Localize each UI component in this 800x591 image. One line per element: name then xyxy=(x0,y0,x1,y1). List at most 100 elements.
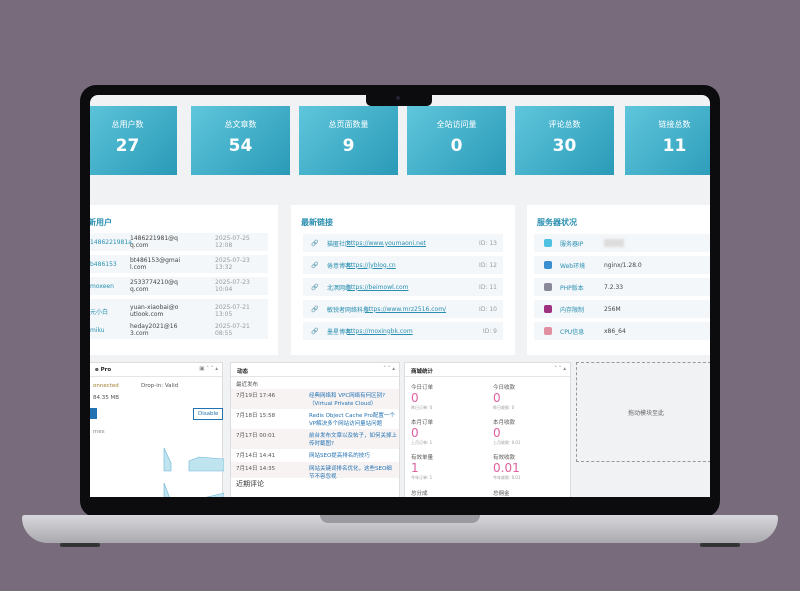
user-name[interactable]: b486153 xyxy=(90,260,117,268)
stat-sub: 昨日订单: 0 xyxy=(411,405,433,410)
link-icon: 🔗 xyxy=(311,283,319,291)
stat-sub: 昨日收款: 0 xyxy=(493,405,515,410)
link-row[interactable]: 🔗 倦意博客 https://jyblog.cn ID: 12 xyxy=(303,256,503,274)
shop-stat: 本月订单 0 上月订单: 1 xyxy=(411,418,433,446)
user-email: 2533774210@qq.com xyxy=(130,279,178,293)
user-row[interactable]: miku heday2021@163.com 2025-07-21 08:55 xyxy=(90,321,268,339)
stat-label: 今日订单 xyxy=(411,385,434,391)
server-label: 服务器IP xyxy=(560,240,584,248)
activity-link[interactable]: 网站关键词排名优化，这些SEO细节不容忽视 xyxy=(309,466,392,480)
shop-stat: 有效收款 0.01 今年收款: 0.01 xyxy=(493,453,521,481)
user-row[interactable]: b486153 bt486153@gmail.com 2025-07-23 13:3… xyxy=(90,255,268,273)
widget-controls[interactable]: ˄ ˅ ▴ xyxy=(554,366,566,372)
server-label: PHP版本 xyxy=(560,284,584,292)
link-row[interactable]: 🔗 猫匿社区 https://www.youmaoni.net ID: 13 xyxy=(303,234,503,252)
link-name: 墨星博客 xyxy=(327,328,352,336)
stat-card: 总用户数 27 xyxy=(90,106,177,175)
stat-label: 有效收款 xyxy=(493,455,516,461)
activity-row: 7月14日 14:35 网站关键词排名优化，这些SEO细节不容忽视 xyxy=(231,462,399,480)
activity-link[interactable]: Redis Object Cache Pro配置一个VP解决多个网站访问量站问题 xyxy=(309,413,395,427)
stat-value: 0 xyxy=(493,426,501,440)
user-date: 2025-07-23 10:04 xyxy=(215,279,250,293)
user-email: bt486153@gmail.com xyxy=(130,257,181,271)
server-icon xyxy=(544,261,552,269)
stat-sub: 上月订单: 1 xyxy=(411,440,433,445)
link-icon: 🔗 xyxy=(311,305,319,313)
activity-row: 7月17日 00:01 前台发布文章以及帖子，如何关掉上传时截图? xyxy=(231,429,399,449)
link-id: ID: 11 xyxy=(479,283,497,291)
chart-label: mes xyxy=(93,429,105,435)
laptop-lip xyxy=(320,515,480,523)
link-name: 敏锐者网络科技 xyxy=(327,306,370,314)
user-date: 2025-07-23 13:32 xyxy=(215,257,250,271)
laptop-foot xyxy=(700,543,740,547)
activity-link[interactable]: 前台发布文章以及帖子，如何关掉上传时截图? xyxy=(309,433,398,447)
server-status-panel: 服务器状况 服务器IP Web环境 nginx/1.28.0 PHP版本 7.2.33 内… xyxy=(527,205,710,355)
server-row: 内存限制 256M xyxy=(534,300,710,318)
camera-notch xyxy=(366,92,432,106)
user-email: 1486221981@qq.com xyxy=(130,235,178,249)
disable-button[interactable]: Disable xyxy=(193,408,224,420)
link-url[interactable]: https://moxingbk.com xyxy=(347,327,413,335)
stat-label: 全站访问量 xyxy=(436,120,477,129)
user-name[interactable]: moxeen xyxy=(90,282,114,290)
activity-link[interactable]: 经典网络和 VPC网络有何区别?（Virtual Private Cloud） xyxy=(309,393,386,407)
user-email: heday2021@163.com xyxy=(130,323,178,337)
widget-controls[interactable]: ▣ ˄ ˅ ▴ xyxy=(199,366,218,372)
drop-zone[interactable]: 拖动模块至此 xyxy=(576,362,710,462)
user-name[interactable]: 元小白 xyxy=(90,308,109,316)
stat-label: 今日收款 xyxy=(493,385,516,391)
link-icon: 🔗 xyxy=(311,239,319,247)
user-date: 2025-07-21 08:55 xyxy=(215,323,250,337)
panel-title: 新用户 xyxy=(90,218,112,227)
user-name[interactable]: miku xyxy=(90,326,105,334)
section-title: 最近发布 xyxy=(236,382,259,388)
shop-stat: 今日订单 0 昨日订单: 0 xyxy=(411,383,433,411)
server-icon xyxy=(544,305,552,313)
user-row[interactable]: 1486221981a 1486221981@qq.com 2025-07-25 1… xyxy=(90,233,268,251)
activity-date: 7月19日 17:46 xyxy=(236,393,276,399)
activity-date: 7月18日 15:58 xyxy=(236,413,276,419)
link-name: 北溟网络 xyxy=(327,284,352,292)
dropin-status: Drop-in: Valid xyxy=(141,383,179,389)
shop-stat: 本月收款 0 上月收款: 0.01 xyxy=(493,418,521,446)
user-row[interactable]: moxeen 2533774210@qq.com 2025-07-23 10:04 xyxy=(90,277,268,295)
stat-value: 0 xyxy=(411,426,419,440)
stat-card: 链接总数 11 xyxy=(625,106,710,175)
link-row[interactable]: 🔗 敏锐者网络科技 https://www.mrz2516.com/ID: 10 xyxy=(303,300,503,318)
user-date: 2025-07-21 13:05 xyxy=(215,304,250,318)
stat-sub: 上月收款: 0.01 xyxy=(493,440,521,445)
widget-title: 商城统计 xyxy=(411,369,434,375)
activity-row: 7月18日 15:58 Redis Object Cache Pro配置一个VP解… xyxy=(231,409,399,429)
widget-controls[interactable]: ˄ ˅ ▴ xyxy=(383,366,395,372)
primary-button[interactable] xyxy=(90,408,97,419)
user-row[interactable]: 元小白 yuan-xiaobai@outlook.com 2025-07-21 13… xyxy=(90,299,268,323)
stat-card: 评论总数 30 xyxy=(515,106,614,175)
activity-link[interactable]: 网站SEO提高排名的技巧 xyxy=(309,453,370,459)
server-value: 7.2.33 xyxy=(604,283,624,291)
stat-card: 总文章数 54 xyxy=(191,106,290,175)
stat-sub: 今年收款: 0.01 xyxy=(493,475,521,480)
stat-label: 链接总数 xyxy=(658,120,691,129)
server-row: Web环境 nginx/1.28.0 xyxy=(534,256,710,274)
stat-value: 0 xyxy=(493,391,501,405)
redis-widget: e Pro ▣ ˄ ˅ ▴ onnected Drop-in: Valid 84.… xyxy=(90,362,224,497)
link-url[interactable]: https://jyblog.cn xyxy=(347,261,396,269)
activity-date: 7月14日 14:35 xyxy=(236,466,276,472)
user-name[interactable]: 1486221981a xyxy=(90,238,132,246)
link-row[interactable]: 🔗 墨星博客 https://moxingbk.com ID: 9 xyxy=(303,322,503,340)
memory-value: 84.35 MB xyxy=(93,395,120,401)
link-url[interactable]: https://www.mrz2516.com/ xyxy=(365,305,447,313)
activity-widget: 动态 ˄ ˅ ▴ 最近发布 7月19日 17:46 经典网络和 VPC网络有何区别?… xyxy=(230,362,400,497)
new-users-panel: 新用户 1486221981a 1486221981@qq.com 2025-07-… xyxy=(90,205,278,355)
link-url[interactable]: https://beimowl.com xyxy=(347,283,409,291)
link-id: ID: 9 xyxy=(482,327,497,335)
panel-title: 最新链接 xyxy=(301,218,333,227)
activity-date: 7月17日 00:01 xyxy=(236,433,276,439)
link-row[interactable]: 🔗 北溟网络 https://beimowl.com ID: 11 xyxy=(303,278,503,296)
link-url[interactable]: https://www.youmaoni.net xyxy=(347,239,427,247)
redis-chart xyxy=(163,447,224,497)
stat-label: 总文章数 xyxy=(224,120,257,129)
stat-label: 总用户数 xyxy=(111,120,144,129)
link-id: ID: 12 xyxy=(479,261,497,269)
